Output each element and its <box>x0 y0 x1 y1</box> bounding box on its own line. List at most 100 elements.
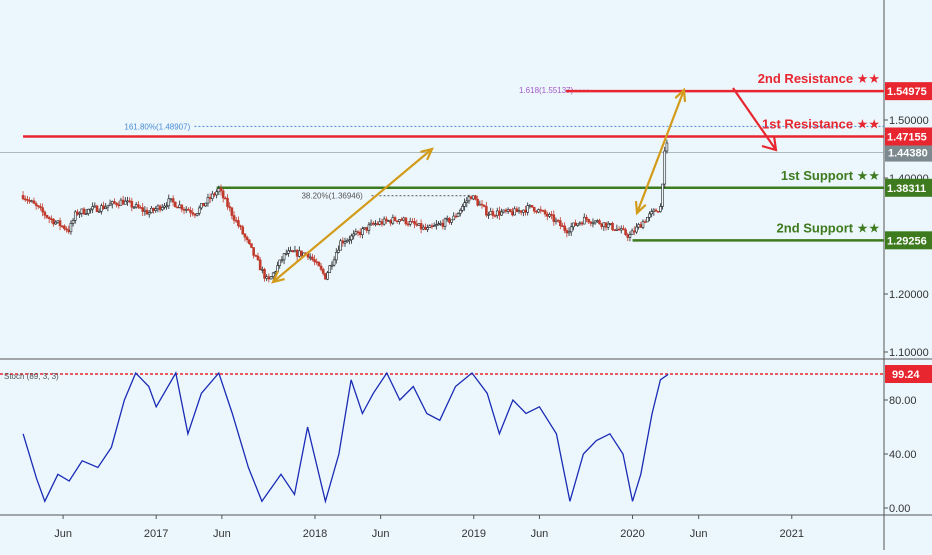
candle-body <box>204 202 208 207</box>
candle-body <box>21 195 25 200</box>
candle <box>132 205 136 210</box>
candle-body <box>30 200 34 203</box>
candle <box>328 265 332 273</box>
candle-body <box>247 239 251 244</box>
candle <box>256 252 260 261</box>
candle <box>154 206 158 213</box>
candle-body <box>350 235 353 241</box>
candle <box>241 224 245 235</box>
candle <box>465 197 469 208</box>
candle <box>115 202 118 208</box>
candle <box>287 247 290 257</box>
candle-body <box>378 221 382 225</box>
candle <box>36 204 40 209</box>
candle-body <box>104 206 108 209</box>
candle <box>45 214 49 219</box>
candle-body <box>554 219 558 222</box>
candle <box>202 203 205 207</box>
candle-body <box>267 276 271 280</box>
candle-body <box>202 203 205 207</box>
candle <box>232 211 236 224</box>
candle-body <box>278 259 282 266</box>
candle-body <box>141 207 144 212</box>
candle <box>113 198 116 205</box>
candle-body <box>356 231 360 233</box>
candle-body <box>269 276 273 280</box>
candle-body <box>93 205 97 208</box>
candle-body <box>221 190 225 199</box>
candle <box>26 195 29 204</box>
candle <box>65 226 68 233</box>
candle <box>263 267 266 282</box>
candle-body <box>215 191 218 196</box>
candle-body <box>543 210 547 215</box>
candle-body <box>41 207 44 213</box>
time-tick-label: Jun <box>372 528 390 540</box>
candle <box>630 228 634 235</box>
candle <box>252 247 255 259</box>
candle-body <box>626 234 630 238</box>
candle <box>245 235 249 243</box>
candle <box>324 273 327 280</box>
candle <box>228 202 232 212</box>
candle-body <box>334 252 338 261</box>
arrow-head <box>420 147 434 161</box>
candle-body <box>415 223 419 226</box>
candle-body <box>245 236 249 241</box>
candle <box>47 216 51 224</box>
candle-body <box>178 204 181 208</box>
candle-body <box>630 230 634 235</box>
candle-body <box>184 208 188 211</box>
candle-body <box>237 220 240 227</box>
candle <box>656 210 660 213</box>
candle-body <box>197 207 201 214</box>
candle-body <box>515 208 519 213</box>
candle-body <box>319 265 323 270</box>
candle-body <box>550 214 553 216</box>
candle-body <box>174 201 177 208</box>
time-tick-label: 2020 <box>620 528 644 540</box>
candle-body <box>478 203 482 206</box>
candle <box>171 195 175 207</box>
candle-body <box>411 221 414 223</box>
candle <box>210 190 214 202</box>
candle-body <box>200 203 203 209</box>
candle <box>593 220 597 225</box>
level-tag: 1.29256 <box>885 231 932 250</box>
level-tag-box <box>885 178 932 197</box>
candle <box>137 201 140 209</box>
candle-body <box>363 227 366 230</box>
candle-body <box>213 193 216 196</box>
candle-body <box>400 219 403 221</box>
price-tick-label: 1.10000 <box>889 347 929 359</box>
candle-body <box>145 209 149 215</box>
candle-body <box>391 217 395 224</box>
candle <box>160 204 164 212</box>
candle <box>71 217 75 227</box>
candle <box>69 220 73 235</box>
candle <box>552 210 556 226</box>
candle-body <box>258 259 262 271</box>
candle-body <box>565 230 569 234</box>
candle <box>648 211 651 222</box>
candle-body <box>36 205 40 207</box>
candle-body <box>130 200 134 208</box>
oscillator-label: Stoch (89, 3, 3) <box>4 372 59 381</box>
candle-body <box>428 225 432 228</box>
candle <box>250 243 253 249</box>
candle-body <box>604 222 608 228</box>
candle-body <box>67 229 71 233</box>
candle-body <box>648 213 651 218</box>
candle-body <box>156 205 160 210</box>
candle <box>108 199 112 206</box>
candle-body <box>445 217 449 220</box>
candle <box>130 197 134 212</box>
candle-body <box>395 220 399 223</box>
candle-body <box>598 220 601 225</box>
candle <box>393 215 397 222</box>
candle-body <box>606 223 610 228</box>
candle-body <box>643 221 647 224</box>
candle-body <box>563 225 566 231</box>
